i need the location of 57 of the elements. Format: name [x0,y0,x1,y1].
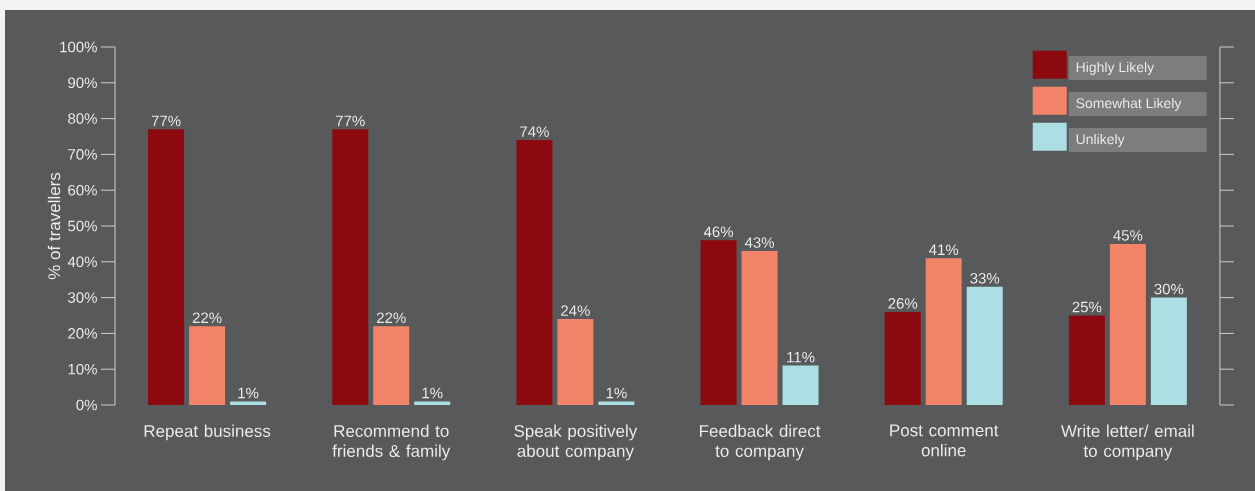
x-tick-label: Recommend to friends & family [332,424,451,461]
bar [782,365,819,405]
bar [557,319,594,405]
y-tick-label: 90% [68,77,97,89]
data-label: 77% [335,115,365,127]
data-label: 46% [703,226,734,238]
legend-label: Highly Likely [1076,61,1155,75]
data-label: 22% [376,312,406,324]
data-label: 77% [151,115,181,127]
bar [1150,297,1187,405]
y-tick-label: 100% [60,41,97,53]
data-label: 43% [744,237,775,248]
y-axis-title: % of travellers [47,172,61,280]
y-tick-label: 30% [68,292,97,303]
bar [189,326,226,405]
bar [700,240,737,405]
bar [414,401,451,405]
y-tick-label: 0% [76,399,97,411]
legend-label: Unlikely [1076,133,1125,147]
y-tick-label: 50% [68,220,97,232]
bar [148,129,185,405]
x-tick-label: Repeat business [144,424,271,441]
y-tick-label: 70% [68,149,97,160]
y-tick-label: 10% [68,363,97,375]
y-tick-label: 20% [68,328,97,339]
bar [598,401,635,405]
data-label: 1% [422,387,443,399]
bar [373,326,410,405]
data-label: 45% [1113,230,1143,241]
x-tick-label: Write letter/ email to company [1061,424,1194,461]
bar [1068,315,1105,405]
x-tick-label: Feedback direct to company [699,424,821,461]
bar [516,140,553,405]
data-label: 22% [192,312,222,324]
data-label: 26% [888,298,918,309]
data-label: 1% [238,387,259,399]
y-tick-label: 60% [68,184,97,196]
bar [884,311,921,405]
y-tick-label: 80% [68,113,97,124]
y-tick-label: 40% [67,256,97,268]
data-label: 24% [561,305,590,316]
data-label: 11% [787,351,815,363]
x-tick-label: Post comment online [890,424,999,457]
bar [1109,243,1146,405]
bar [966,286,1003,405]
bar [741,251,778,405]
data-label: 25% [1072,301,1102,313]
bar [230,401,267,405]
data-label: 1% [606,387,627,399]
bar [925,258,962,405]
data-label: 74% [520,126,549,137]
data-label: 41% [929,244,959,256]
data-label: 30% [1154,283,1184,295]
bar [332,129,369,405]
legend-label: Somewhat Likely [1076,97,1182,111]
data-label: 33% [970,273,1000,284]
x-tick-label: Speak positively about company [514,424,638,461]
